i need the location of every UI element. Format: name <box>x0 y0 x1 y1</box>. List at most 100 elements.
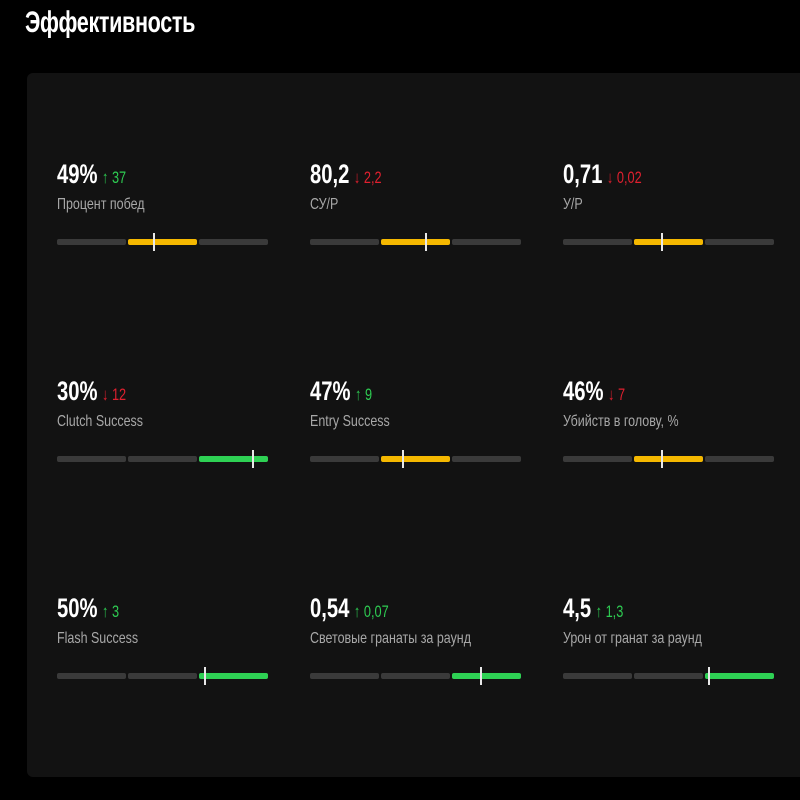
section-title: Эффективность <box>25 6 195 39</box>
bar-marker <box>708 667 710 685</box>
metric-rating-bar <box>57 450 268 468</box>
bar-segment <box>57 673 126 679</box>
metric-value-row: 49% ↑ 37 <box>57 159 126 190</box>
metric-delta: ↑ 0,07 <box>354 602 389 621</box>
metric-label: Flash Success <box>57 630 139 647</box>
bar-segment <box>128 456 197 462</box>
metric-value-row: 0,71 ↓ 0,02 <box>563 159 642 190</box>
metric-value-row: 30% ↓ 12 <box>57 376 126 407</box>
metric-label: У/Р <box>563 196 583 213</box>
metric-value: 30% <box>57 376 98 406</box>
bar-segment <box>381 239 450 245</box>
bar-segment <box>705 673 774 679</box>
metric-delta-value: 7 <box>617 385 626 404</box>
metric-label: Entry Success <box>310 413 390 430</box>
metric-delta: ↓ 2,2 <box>354 168 382 187</box>
metric-delta-value: 9 <box>364 385 373 404</box>
bar-segment <box>128 239 197 245</box>
bar-segment <box>310 456 379 462</box>
metric-label: Световые гранаты за раунд <box>310 630 471 647</box>
bar-segment <box>634 456 703 462</box>
bar-marker <box>252 450 254 468</box>
metric-delta: ↓ 12 <box>102 385 126 404</box>
metric-delta-value: 0,02 <box>616 168 642 187</box>
metric-delta-value: 0,07 <box>363 602 389 621</box>
bar-segment <box>381 456 450 462</box>
arrow-up-icon: ↑ <box>102 602 109 621</box>
arrow-down-icon: ↓ <box>353 168 361 187</box>
metric-delta-value: 1,3 <box>605 602 624 621</box>
metric-value-row: 50% ↑ 3 <box>57 593 119 624</box>
bar-segment <box>128 673 197 679</box>
metric-delta: ↓ 0,02 <box>607 168 642 187</box>
metric-label: Процент побед <box>57 196 145 213</box>
bar-segment <box>199 239 268 245</box>
metric-delta: ↑ 9 <box>355 385 372 404</box>
metric-rating-bar <box>310 667 521 685</box>
arrow-up-icon: ↑ <box>102 168 109 187</box>
metric-rating-bar <box>563 233 774 251</box>
bar-segment <box>563 456 632 462</box>
metric-delta: ↑ 37 <box>102 168 126 187</box>
metric-value: 46% <box>563 376 604 406</box>
bar-segment <box>705 456 774 462</box>
effectiveness-card: 49% ↑ 37 Процент побед 80,2 ↓ 2,2 СУ/Р 0,7… <box>27 73 800 777</box>
bar-marker <box>480 667 482 685</box>
bar-segment <box>310 239 379 245</box>
bar-marker <box>402 450 404 468</box>
metric-label: СУ/Р <box>310 196 339 213</box>
metric-delta: ↓ 7 <box>608 385 625 404</box>
bar-segment <box>199 673 268 679</box>
metric-value: 49% <box>57 159 98 189</box>
bar-marker <box>204 667 206 685</box>
metric-rating-bar <box>57 667 268 685</box>
metric-value: 50% <box>57 593 98 623</box>
metric-value-row: 47% ↑ 9 <box>310 376 372 407</box>
metric-rating-bar <box>563 667 774 685</box>
metric-delta-value: 3 <box>111 602 120 621</box>
metric-delta-value: 12 <box>111 385 127 404</box>
metric-value: 4,5 <box>563 593 592 623</box>
metric-value: 47% <box>310 376 351 406</box>
metric-value-row: 4,5 ↑ 1,3 <box>563 593 623 624</box>
metric-delta: ↑ 1,3 <box>596 602 624 621</box>
bar-marker <box>661 233 663 251</box>
arrow-up-icon: ↑ <box>355 385 362 404</box>
metric-label: Урон от гранат за раунд <box>563 630 702 647</box>
arrow-down-icon: ↓ <box>606 168 614 187</box>
metric-rating-bar <box>57 233 268 251</box>
metric-value: 0,71 <box>563 159 603 189</box>
metric-rating-bar <box>310 450 521 468</box>
bar-segment <box>310 673 379 679</box>
bar-marker <box>661 450 663 468</box>
metric-value-row: 46% ↓ 7 <box>563 376 625 407</box>
metric-delta: ↑ 3 <box>102 602 119 621</box>
metric-rating-bar <box>310 233 521 251</box>
bar-segment <box>57 456 126 462</box>
bar-segment <box>57 239 126 245</box>
bar-marker <box>425 233 427 251</box>
metric-value-row: 0,54 ↑ 0,07 <box>310 593 389 624</box>
bar-segment <box>563 239 632 245</box>
bar-segment <box>563 673 632 679</box>
bar-segment <box>634 239 703 245</box>
metric-label: Clutch Success <box>57 413 144 430</box>
metric-delta-value: 2,2 <box>363 168 382 187</box>
arrow-down-icon: ↓ <box>608 385 615 404</box>
bar-segment <box>452 456 521 462</box>
arrow-up-icon: ↑ <box>595 602 603 621</box>
bar-segment <box>381 673 450 679</box>
metric-rating-bar <box>563 450 774 468</box>
bar-segment <box>634 673 703 679</box>
bar-segment <box>705 239 774 245</box>
metric-delta-value: 37 <box>111 168 127 187</box>
bar-segment <box>452 239 521 245</box>
bar-segment <box>452 673 521 679</box>
metric-value-row: 80,2 ↓ 2,2 <box>310 159 382 190</box>
bar-segment <box>199 456 268 462</box>
metric-value: 0,54 <box>310 593 350 623</box>
bar-marker <box>153 233 155 251</box>
metric-label: Убийств в голову, % <box>563 413 679 430</box>
metric-value: 80,2 <box>310 159 350 189</box>
arrow-up-icon: ↑ <box>353 602 361 621</box>
